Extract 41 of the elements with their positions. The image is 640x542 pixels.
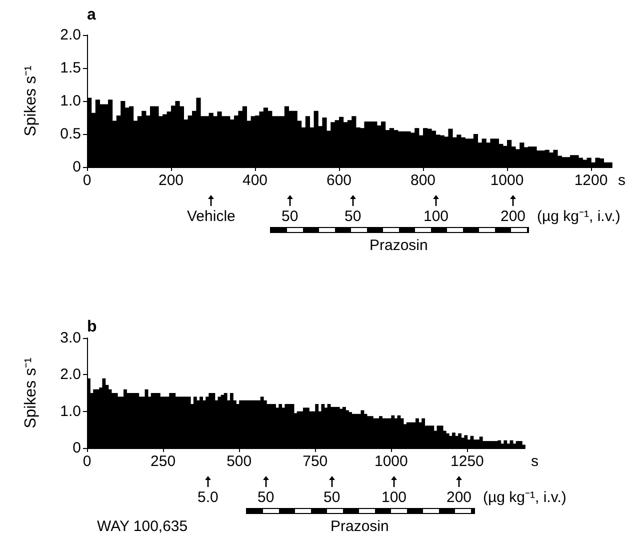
text: 100 [382, 489, 407, 506]
y-tick-label: 1.5 [60, 60, 81, 76]
x-tick-label: 1250 [450, 453, 484, 470]
text: (µg kg⁻¹, i.v.) [483, 489, 566, 506]
chart-title: b [87, 318, 97, 336]
y-tick-label: 0 [72, 158, 81, 176]
y-tick-label: 2.0 [60, 26, 81, 44]
x-tick-label: 1200 [574, 172, 608, 189]
text: 200 [500, 208, 526, 225]
x-axis-title: s [531, 453, 538, 470]
x-tick-label: 750 [302, 453, 328, 470]
text: 50 [344, 208, 362, 225]
y-axis-title: Spikes s⁻¹ [22, 66, 40, 136]
y-tick-label: 2.0 [60, 366, 81, 384]
y-tick-label: 0 [72, 440, 81, 456]
text: 50 [324, 489, 340, 506]
y-tick-label: 3.0 [60, 330, 81, 346]
y-tick-label: 1.0 [60, 402, 81, 420]
x-tick-label: 250 [150, 453, 176, 470]
text: 100 [424, 208, 449, 225]
chart-title: a [87, 6, 96, 24]
x-tick-label: 1000 [490, 172, 524, 189]
x-tick-label: 800 [410, 172, 436, 189]
text: Prazosin [330, 518, 389, 535]
text: (µg kg⁻¹, i.v.) [537, 208, 620, 225]
text: WAY 100,635 [97, 518, 188, 535]
x-axis-title: s [618, 172, 626, 189]
x-tick-label: 600 [326, 172, 352, 189]
y-tick-label: 1.0 [60, 92, 81, 110]
x-tick-label: 200 [158, 172, 184, 189]
text: Prazosin [370, 237, 428, 254]
x-tick-label: 500 [226, 453, 252, 470]
x-tick-label: 1000 [374, 453, 408, 470]
text: 50 [282, 208, 298, 225]
x-tick-label: 400 [242, 172, 268, 189]
text: 50 [258, 489, 274, 506]
y-axis-title: Spikes s⁻¹ [22, 358, 40, 428]
text: 200 [446, 489, 472, 506]
text: Vehicle [187, 208, 236, 225]
text: 5.0 [198, 489, 218, 506]
y-tick-label: 0.5 [60, 126, 81, 142]
